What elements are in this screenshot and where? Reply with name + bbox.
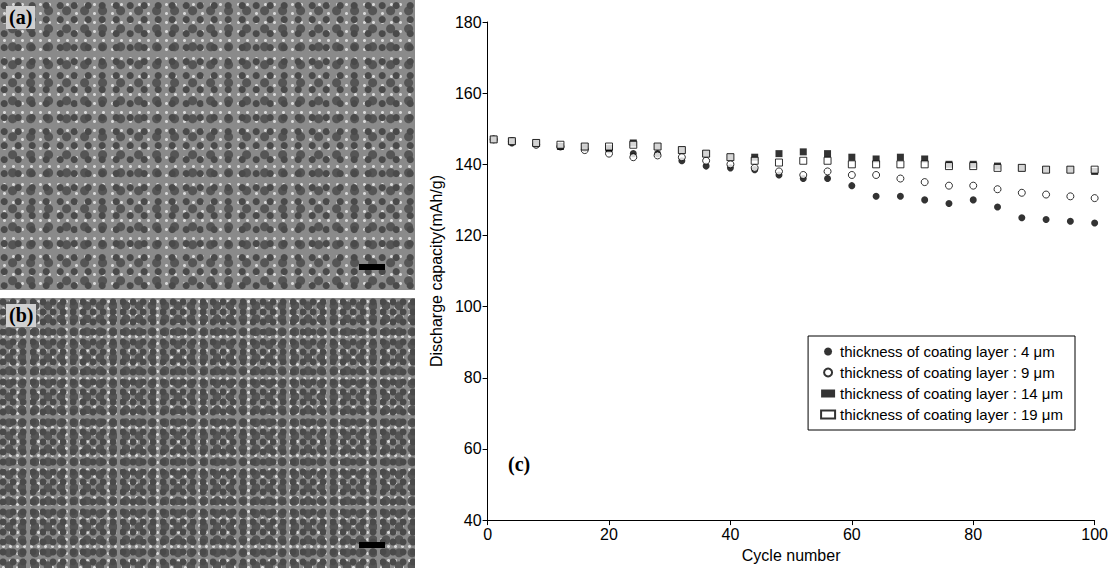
svg-text:Discharge capacity(mAh/g): Discharge capacity(mAh/g) (428, 175, 445, 367)
svg-text:Cycle number: Cycle number (742, 547, 841, 564)
svg-text:20: 20 (600, 526, 618, 543)
html-text:(a): (a) (9, 6, 33, 28)
svg-text:180: 180 (455, 14, 482, 31)
svg-text:(c): (c) (508, 453, 530, 476)
svg-text:thickness of coating layer : 1: thickness of coating layer : 14 μm (840, 385, 1063, 402)
svg-text:100: 100 (1081, 526, 1108, 543)
svg-text:0: 0 (483, 526, 492, 543)
svg-text:120: 120 (455, 227, 482, 244)
svg-text:80: 80 (464, 369, 482, 386)
svg-text:thickness of coating layer : 9: thickness of coating layer : 9 μm (840, 364, 1055, 381)
svg-text:140: 140 (455, 156, 482, 173)
html-text:(b): (b) (9, 304, 34, 326)
svg-text:100: 100 (455, 298, 482, 315)
svg-text:thickness of coating layer : 1: thickness of coating layer : 19 μm (840, 406, 1063, 423)
svg-text:40: 40 (722, 526, 740, 543)
svg-text:80: 80 (964, 526, 982, 543)
svg-text:160: 160 (455, 85, 482, 102)
svg-text:thickness of coating layer : 4: thickness of coating layer : 4 μm (840, 343, 1055, 360)
svg-text:60: 60 (843, 526, 861, 543)
svg-text:60: 60 (464, 440, 482, 457)
svg-text:40: 40 (464, 512, 482, 529)
